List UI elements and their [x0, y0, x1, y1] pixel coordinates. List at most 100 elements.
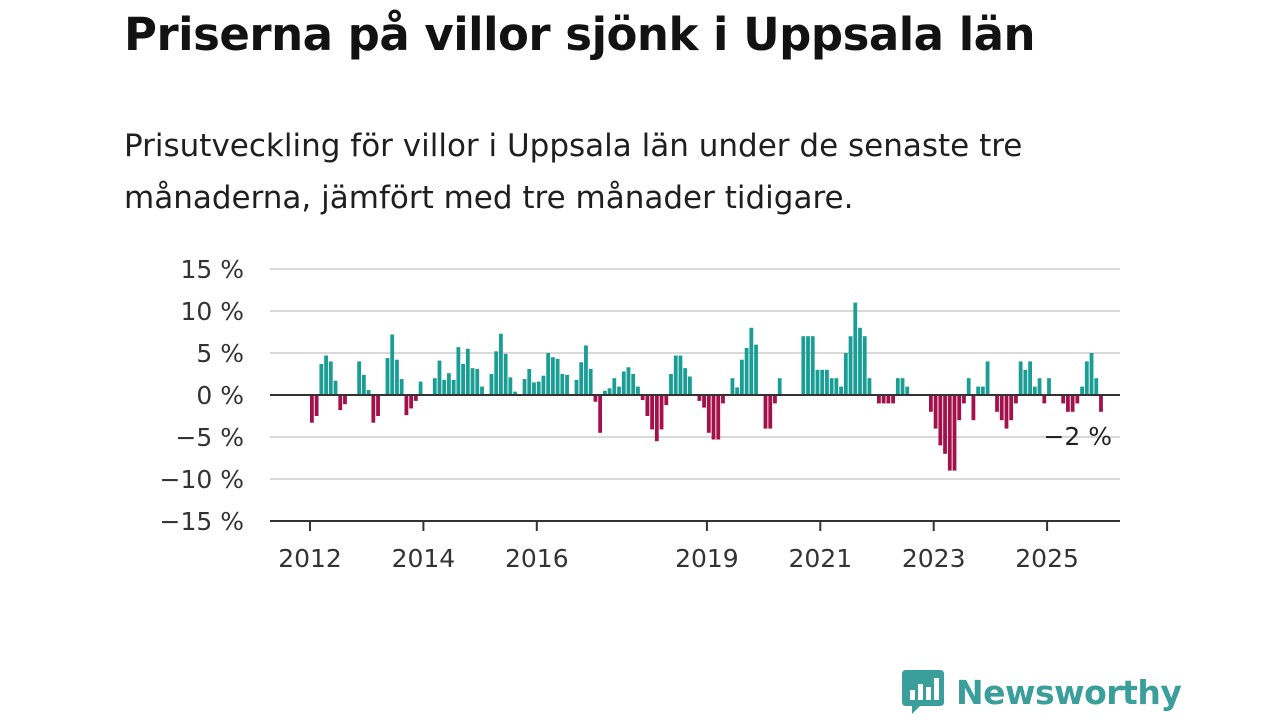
bar [735, 387, 740, 395]
axes [270, 394, 1120, 522]
newsworthy-logo-icon [902, 670, 944, 714]
bar [565, 374, 569, 395]
bar [451, 379, 456, 395]
bar [829, 378, 834, 395]
bar [985, 361, 990, 395]
bar [654, 395, 659, 442]
bar [314, 395, 319, 416]
newsworthy-logo[interactable]: Newsworthy [902, 670, 1182, 714]
y-tick-label: −5 % [175, 423, 244, 452]
bar [357, 361, 362, 395]
bar [310, 395, 314, 423]
bar [319, 363, 324, 395]
bar [1075, 395, 1080, 404]
bar [1004, 395, 1009, 429]
bar [612, 378, 617, 395]
bar [867, 378, 872, 395]
x-tick-label: 2019 [675, 544, 739, 573]
bar [442, 379, 447, 395]
bar [1084, 361, 1089, 395]
x-tick-label: 2016 [505, 544, 569, 573]
x-tick-label: 2025 [1015, 544, 1079, 573]
bar [617, 386, 621, 395]
bar [768, 395, 773, 429]
bar [980, 386, 985, 395]
bar [1080, 386, 1084, 395]
y-tick-label: 10 % [180, 297, 244, 326]
bar [409, 395, 414, 409]
bar [957, 395, 962, 421]
chart-title: Priserna på villor sjönk i Uppsala län [124, 8, 1036, 61]
y-tick-label: 5 % [196, 339, 244, 368]
bar [366, 389, 371, 395]
bar [636, 386, 640, 395]
y-tick-label: −10 % [160, 465, 244, 494]
bar [418, 381, 423, 395]
bar [513, 391, 517, 395]
y-tick-label: 0 % [196, 381, 244, 410]
bar [447, 373, 451, 395]
bar [834, 378, 839, 395]
bar [1037, 378, 1042, 395]
bar [928, 395, 933, 412]
bar [607, 388, 612, 395]
bar [333, 380, 338, 395]
bar [503, 353, 508, 395]
bar [1066, 395, 1070, 412]
bar [825, 369, 829, 395]
bar [1009, 395, 1014, 421]
bar [678, 355, 683, 395]
bar [886, 395, 891, 404]
bar [413, 395, 418, 401]
bar [371, 395, 376, 423]
x-tick-label: 2014 [392, 544, 456, 573]
bar [777, 378, 782, 395]
bar [706, 395, 711, 433]
y-tick-label: −15 % [160, 507, 244, 536]
bar [801, 336, 806, 395]
bar [621, 371, 626, 395]
bar [376, 395, 380, 416]
bar [962, 395, 966, 404]
bar [631, 374, 636, 395]
bar [881, 395, 886, 404]
bar [361, 374, 366, 395]
bar [820, 369, 825, 395]
bar [683, 368, 688, 395]
bar [1099, 395, 1103, 412]
bar [858, 327, 862, 395]
bar [1014, 395, 1018, 404]
bar [626, 367, 631, 395]
bar [1089, 353, 1094, 395]
bar [1028, 361, 1032, 395]
bar [966, 378, 971, 395]
bar [328, 361, 333, 395]
bar [763, 395, 768, 429]
bar [499, 333, 503, 395]
bar [773, 395, 777, 404]
bar [465, 348, 470, 395]
bar [527, 368, 532, 395]
bar [456, 347, 461, 395]
bar [522, 379, 527, 395]
bar [891, 395, 895, 404]
bar [584, 345, 588, 395]
bar [810, 336, 815, 395]
bar [640, 395, 645, 401]
bar-chart: 15 %10 %5 %0 %−5 %−10 %−15 % 2012 2014 201… [160, 255, 1120, 573]
bar [395, 359, 399, 395]
bar [324, 355, 328, 395]
bar [1032, 386, 1037, 395]
bar [432, 378, 437, 395]
bar [900, 378, 905, 395]
last-value-annotation: −2 % [1043, 422, 1112, 451]
x-tick-label: 2023 [902, 544, 966, 573]
brand-name: Newsworthy [956, 672, 1182, 712]
bar [1018, 361, 1023, 395]
bar [995, 395, 999, 412]
bar [593, 395, 598, 402]
bar [877, 395, 881, 404]
bar [721, 395, 725, 404]
bar [999, 395, 1004, 421]
bar [664, 395, 669, 406]
